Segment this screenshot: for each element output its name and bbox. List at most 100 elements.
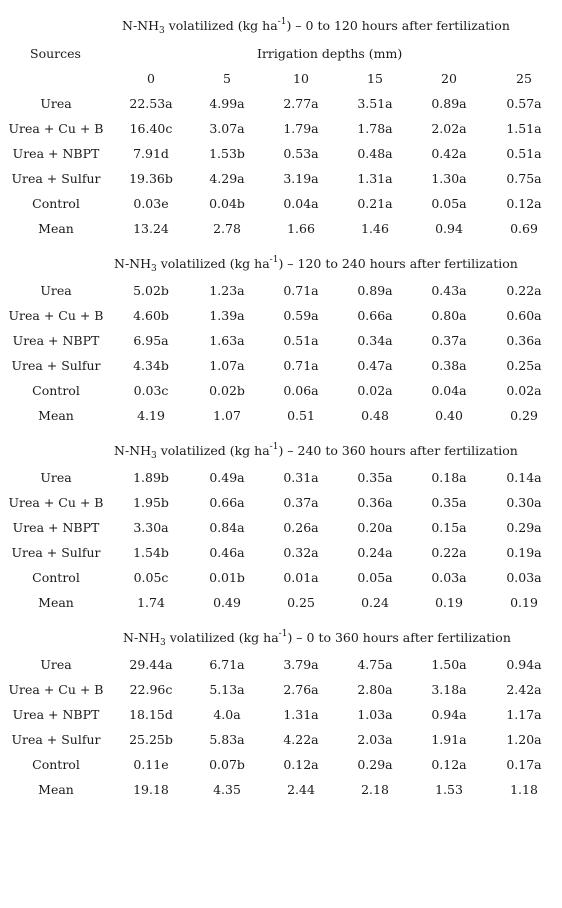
value-cell: 0.43a (431, 283, 467, 298)
section-title: N-NH3 volatilized (kg ha-1) – 240 to 360… (114, 437, 518, 466)
source-cell: Urea + Cu + B (8, 121, 104, 136)
value-cell: 2.03a (357, 732, 393, 747)
value-cell: 0.29 (510, 408, 538, 423)
table-row: Mean 19.18 4.35 2.44 2.18 1.53 1.18 (0, 780, 562, 800)
value-cell: 3.30a (133, 520, 169, 535)
value-cell: 0.34a (357, 333, 393, 348)
value-cell: 1.74 (137, 595, 165, 610)
value-cell: 0.17a (506, 757, 542, 772)
table-row: Control 0.11e 0.07b 0.12a 0.29a 0.12a 0.17a (0, 755, 562, 775)
value-cell: 3.18a (431, 682, 467, 697)
depth-header: 5 (223, 71, 231, 86)
value-cell: 1.07a (209, 358, 245, 373)
table-row: Urea 29.44a 6.71a 3.79a 4.75a 1.50a 0.94a (0, 655, 562, 675)
value-cell: 0.05a (431, 196, 467, 211)
value-cell: 0.42a (431, 146, 467, 161)
source-cell: Mean (38, 595, 74, 610)
value-cell: 0.29a (506, 520, 542, 535)
value-cell: 0.24 (361, 595, 389, 610)
value-cell: 2.44 (287, 782, 315, 797)
value-cell: 1.07 (213, 408, 241, 423)
value-cell: 5.13a (209, 682, 245, 697)
value-cell: 0.01b (209, 570, 245, 585)
value-cell: 0.02b (209, 383, 245, 398)
value-cell: 0.04a (431, 383, 467, 398)
title-close: ) – (278, 256, 298, 271)
value-cell: 0.19 (435, 595, 463, 610)
value-cell: 1.31a (283, 707, 319, 722)
title-close: ) – (286, 18, 306, 33)
value-cell: 0.59a (283, 308, 319, 323)
title-prefix: N-NH (114, 443, 151, 458)
table-row: Control 0.03c 0.02b 0.06a 0.02a 0.04a 0.02a (0, 381, 562, 401)
value-cell: 0.69 (510, 221, 538, 236)
source-cell: Urea + NBPT (12, 146, 100, 161)
value-cell: 0.71a (283, 283, 319, 298)
value-cell: 16.40c (129, 121, 173, 136)
depth-header: 25 (516, 71, 532, 86)
value-cell: 7.91d (133, 146, 169, 161)
value-cell: 0.84a (209, 520, 245, 535)
depth-header-row: 0 5 10 15 20 25 (0, 69, 562, 89)
value-cell: 0.12a (431, 757, 467, 772)
value-cell: 0.53a (283, 146, 319, 161)
table-row: Control 0.03e 0.04b 0.04a 0.21a 0.05a 0.12a (0, 194, 562, 214)
depth-header: 10 (293, 71, 309, 86)
value-cell: 4.22a (283, 732, 319, 747)
value-cell: 0.02a (357, 383, 393, 398)
value-cell: 0.25 (287, 595, 315, 610)
value-cell: 0.12a (283, 757, 319, 772)
value-cell: 1.63a (209, 333, 245, 348)
value-cell: 4.35 (213, 782, 241, 797)
value-cell: 0.71a (283, 358, 319, 373)
source-cell: Urea (40, 657, 72, 672)
value-cell: 0.01a (283, 570, 319, 585)
value-cell: 0.51a (506, 146, 542, 161)
value-cell: 0.51 (287, 408, 315, 423)
title-middle: volatilized (kg ha (165, 630, 279, 645)
value-cell: 0.49a (209, 470, 245, 485)
value-cell: 0.60a (506, 308, 542, 323)
value-cell: 0.66a (209, 495, 245, 510)
value-cell: 4.34b (133, 358, 169, 373)
value-cell: 1.46 (361, 221, 389, 236)
table-row: Urea + Cu + B 4.60b 1.39a 0.59a 0.66a 0.80a 0.… (0, 306, 562, 326)
value-cell: 0.38a (431, 358, 467, 373)
value-cell: 1.54b (133, 545, 169, 560)
value-cell: 1.20a (506, 732, 542, 747)
table-row: Urea + NBPT 3.30a 0.84a 0.26a 0.20a 0.15a 0.29… (0, 518, 562, 538)
value-cell: 4.60b (133, 308, 169, 323)
value-cell: 0.19a (506, 545, 542, 560)
sources-header: Sources (30, 46, 81, 61)
source-cell: Urea (40, 470, 72, 485)
value-cell: 18.15d (129, 707, 173, 722)
table-row: Mean 13.24 2.78 1.66 1.46 0.94 0.69 (0, 219, 562, 239)
value-cell: 1.51a (506, 121, 542, 136)
value-cell: 0.49 (213, 595, 241, 610)
value-cell: 0.22a (506, 283, 542, 298)
source-cell: Control (32, 196, 80, 211)
value-cell: 1.53b (209, 146, 245, 161)
value-cell: 1.39a (209, 308, 245, 323)
value-cell: 1.23a (209, 283, 245, 298)
value-cell: 19.36b (129, 171, 173, 186)
value-cell: 0.36a (506, 333, 542, 348)
value-cell: 5.02b (133, 283, 169, 298)
table-row: Urea + NBPT 18.15d 4.0a 1.31a 1.03a 0.94a 1.17… (0, 705, 562, 725)
source-cell: Urea + Sulfur (11, 732, 101, 747)
value-cell: 0.57a (506, 96, 542, 111)
value-cell: 0.40 (435, 408, 463, 423)
value-cell: 2.18 (361, 782, 389, 797)
table-row: Urea + NBPT 7.91d 1.53b 0.53a 0.48a 0.42a 0.51… (0, 144, 562, 164)
value-cell: 0.06a (283, 383, 319, 398)
value-cell: 4.75a (357, 657, 393, 672)
value-cell: 29.44a (129, 657, 173, 672)
title-superscript: -1 (269, 255, 279, 265)
value-cell: 0.03c (133, 383, 169, 398)
value-cell: 3.51a (357, 96, 393, 111)
table-row: Mean 1.74 0.49 0.25 0.24 0.19 0.19 (0, 593, 562, 613)
value-cell: 0.15a (431, 520, 467, 535)
source-cell: Mean (38, 782, 74, 797)
value-cell: 2.78 (213, 221, 241, 236)
value-cell: 4.0a (213, 707, 241, 722)
